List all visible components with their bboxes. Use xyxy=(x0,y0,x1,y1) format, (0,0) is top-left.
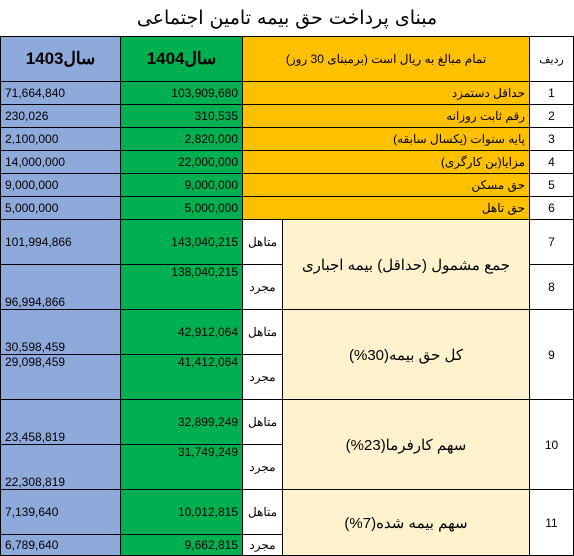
value-1404: 9,000,000 xyxy=(120,173,243,197)
table-row: 5,000,000 5,000,000 حق تاهل 6 xyxy=(0,196,574,220)
row-number: 3 xyxy=(529,127,574,151)
row-number: 4 xyxy=(529,150,574,174)
row-number: 6 xyxy=(529,196,574,220)
value-1403-married: 101,994,866 xyxy=(0,219,121,265)
married-label: متاهل xyxy=(242,489,283,535)
table-row: 71,664,840 103,909,680 حداقل دستمزد 1 xyxy=(0,81,574,105)
value-1403-single: 96,994,866 xyxy=(0,264,121,310)
table-row: 9,000,000 9,000,000 حق مسکن 5 xyxy=(0,173,574,197)
single-label: مجرد xyxy=(242,534,283,556)
value-1403: 5,000,000 xyxy=(0,196,121,220)
header-1404: سال1404 xyxy=(120,36,243,82)
value-1404-married: 10,012,815 xyxy=(120,489,243,535)
value-1403: 14,000,000 xyxy=(0,150,121,174)
married-label: متاهل xyxy=(242,399,283,445)
table-row: 2,100,000 2,820,000 پایه سنوات (یکسال سا… xyxy=(0,127,574,151)
value-1404: 310,535 xyxy=(120,104,243,128)
value-1403-single: 6,789,640 xyxy=(0,534,121,556)
value-1403: 9,000,000 xyxy=(0,173,121,197)
sheet-title: مبنای پرداخت حق بیمه تامین اجتماعی xyxy=(136,7,438,29)
table-row: 230,026 310,535 رقم ثابت روزانه 2 xyxy=(0,104,574,128)
married-label: متاهل xyxy=(242,219,283,265)
value-1404-single: 9,662,815 xyxy=(120,534,243,556)
header-1403: سال1403 xyxy=(0,36,121,82)
value-1404-married: 143,040,215 xyxy=(120,219,243,265)
table-row: 101,994,866 143,040,215 متاهل جمع مشمول … xyxy=(0,219,574,310)
value-1403: 230,026 xyxy=(0,104,121,128)
value-1403-single: 22,308,819 xyxy=(0,444,121,490)
value-1403-married: 7,139,640 xyxy=(0,489,121,535)
group-description: کل حق بیمه(30%) xyxy=(282,309,530,400)
group-description: سهم کارفرما(23%) xyxy=(282,399,530,490)
value-1403-married: 23,458,819 xyxy=(0,399,121,445)
row-number: 9 xyxy=(529,309,574,400)
value-1404-single: 31,749,249 xyxy=(120,444,243,490)
value-1404: 22,000,000 xyxy=(120,150,243,174)
group-description: جمع مشمول (حداقل) بیمه اجباری xyxy=(282,219,530,310)
insurance-table: سال1403 سال1404 تمام مبالغ به ریال است (… xyxy=(0,36,574,556)
value-1404: 2,820,000 xyxy=(120,127,243,151)
row-number: 10 xyxy=(529,399,574,490)
table-row: 30,598,459 42,912,064 متاهل کل حق بیمه(3… xyxy=(0,309,574,400)
table-row: 23,458,819 32,899,249 متاهل سهم کارفرما(… xyxy=(0,399,574,490)
table-row: 96,994,866 138,040,215 مجرد 8 xyxy=(0,264,574,310)
table-row: 14,000,000 22,000,000 مزایا(بن کارگری) 4 xyxy=(0,150,574,174)
value-1404-married: 42,912,064 xyxy=(120,309,243,355)
group-description: سهم بیمه شده(7%) xyxy=(282,489,530,556)
row-description: رقم ثابت روزانه xyxy=(242,104,530,128)
row-description: مزایا(بن کارگری) xyxy=(242,150,530,174)
row-number: 7 xyxy=(529,219,574,265)
value-1404: 5,000,000 xyxy=(120,196,243,220)
row-description: حق مسکن xyxy=(242,173,530,197)
value-1404-married: 32,899,249 xyxy=(120,399,243,445)
row-description: حداقل دستمزد xyxy=(242,81,530,105)
value-1403-married: 30,598,459 xyxy=(0,309,121,355)
row-description: پایه سنوات (یکسال سابقه) xyxy=(242,127,530,151)
header-description: تمام مبالغ به ریال است (برمبنای 30 روز) xyxy=(242,36,530,82)
header-row-number: ردیف xyxy=(529,36,574,82)
value-1404-single: 41,412,064 xyxy=(120,354,243,400)
value-1403: 2,100,000 xyxy=(0,127,121,151)
single-label: مجرد xyxy=(242,444,283,490)
single-label: مجرد xyxy=(242,354,283,400)
row-number: 8 xyxy=(529,264,574,310)
value-1403: 71,664,840 xyxy=(0,81,121,105)
married-label: متاهل xyxy=(242,309,283,355)
value-1404-single: 138,040,215 xyxy=(120,264,243,310)
row-number: 1 xyxy=(529,81,574,105)
value-1404: 103,909,680 xyxy=(120,81,243,105)
table-row: 7,139,640 10,012,815 متاهل سهم بیمه شده(… xyxy=(0,489,574,556)
row-number: 5 xyxy=(529,173,574,197)
row-description: حق تاهل xyxy=(242,196,530,220)
row-number: 2 xyxy=(529,104,574,128)
single-label: مجرد xyxy=(242,264,283,310)
table-row: 29,098,459 41,412,064 مجرد xyxy=(0,354,574,400)
row-number: 11 xyxy=(529,489,574,556)
value-1403-single: 29,098,459 xyxy=(0,354,121,400)
header-row: سال1403 سال1404 تمام مبالغ به ریال است (… xyxy=(0,36,574,82)
